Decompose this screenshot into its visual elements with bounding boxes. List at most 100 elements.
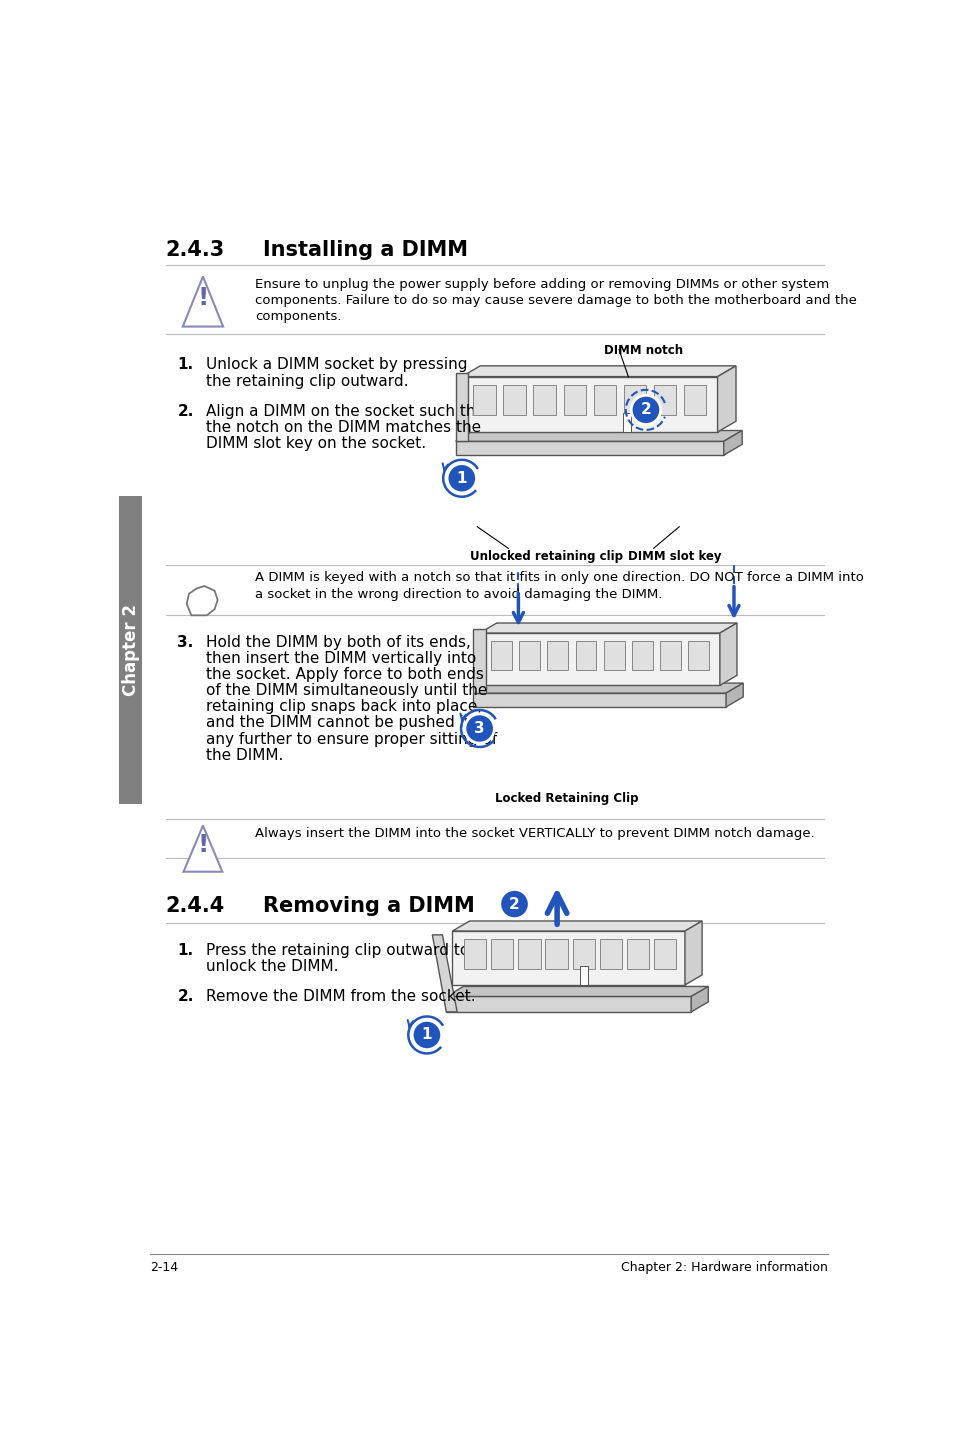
Polygon shape <box>456 441 723 456</box>
Text: 2.4.3: 2.4.3 <box>166 240 225 260</box>
Text: components. Failure to do so may cause severe damage to both the motherboard and: components. Failure to do so may cause s… <box>254 295 856 308</box>
Bar <box>599 939 621 969</box>
Text: 1: 1 <box>421 1028 432 1043</box>
Polygon shape <box>452 930 684 985</box>
Text: 2.4.4: 2.4.4 <box>166 896 225 916</box>
Bar <box>575 641 596 670</box>
Text: 2.: 2. <box>177 404 193 418</box>
Bar <box>563 385 585 416</box>
Circle shape <box>412 1021 441 1050</box>
Bar <box>603 641 624 670</box>
Text: Press the retaining clip outward to: Press the retaining clip outward to <box>206 942 469 958</box>
Polygon shape <box>479 633 720 686</box>
Bar <box>654 939 676 969</box>
Bar <box>579 966 587 985</box>
Polygon shape <box>446 986 707 997</box>
Text: DIMM slot key: DIMM slot key <box>627 549 720 562</box>
Bar <box>626 939 648 969</box>
Text: Unlock a DIMM socket by pressing: Unlock a DIMM socket by pressing <box>206 358 467 372</box>
Text: Ensure to unplug the power supply before adding or removing DIMMs or other syste: Ensure to unplug the power supply before… <box>254 278 828 290</box>
Bar <box>593 385 616 416</box>
Polygon shape <box>473 683 742 693</box>
Bar <box>491 939 513 969</box>
Bar <box>572 939 595 969</box>
Text: Hold the DIMM by both of its ends,: Hold the DIMM by both of its ends, <box>206 634 471 650</box>
Text: then insert the DIMM vertically into: then insert the DIMM vertically into <box>206 651 476 666</box>
Polygon shape <box>456 430 741 441</box>
Bar <box>623 385 645 416</box>
Text: 2: 2 <box>639 403 651 417</box>
Bar <box>517 939 540 969</box>
Polygon shape <box>684 920 701 985</box>
Text: the DIMM.: the DIMM. <box>206 748 283 762</box>
Bar <box>653 385 676 416</box>
Circle shape <box>499 890 529 919</box>
Polygon shape <box>446 997 691 1012</box>
Text: Chapter 2: Hardware information: Chapter 2: Hardware information <box>620 1261 827 1274</box>
Bar <box>631 641 652 670</box>
Text: Removing a DIMM: Removing a DIMM <box>262 896 474 916</box>
Text: DIMM notch: DIMM notch <box>603 344 682 357</box>
Polygon shape <box>725 683 742 707</box>
Text: and the DIMM cannot be pushed in: and the DIMM cannot be pushed in <box>206 716 473 731</box>
Text: 1.: 1. <box>177 358 193 372</box>
Text: Chapter 2: Chapter 2 <box>122 604 140 696</box>
Bar <box>622 413 630 431</box>
Text: of the DIMM simultaneously until the: of the DIMM simultaneously until the <box>206 683 487 697</box>
Polygon shape <box>452 920 701 930</box>
Polygon shape <box>717 365 735 431</box>
Polygon shape <box>461 365 735 377</box>
Text: 2.: 2. <box>177 989 193 1004</box>
Text: the socket. Apply force to both ends: the socket. Apply force to both ends <box>206 667 483 682</box>
Bar <box>687 641 708 670</box>
Bar <box>545 939 567 969</box>
Text: Align a DIMM on the socket such that: Align a DIMM on the socket such that <box>206 404 491 418</box>
Text: the retaining clip outward.: the retaining clip outward. <box>206 374 408 388</box>
Polygon shape <box>432 935 456 1012</box>
Text: Unlocked retaining clip: Unlocked retaining clip <box>469 549 622 562</box>
Text: 3: 3 <box>474 720 484 736</box>
Text: A DIMM is keyed with a notch so that it fits in only one direction. DO NOT force: A DIMM is keyed with a notch so that it … <box>254 571 862 584</box>
Polygon shape <box>456 372 468 441</box>
Bar <box>683 385 705 416</box>
Text: any further to ensure proper sitting of: any further to ensure proper sitting of <box>206 732 497 746</box>
Polygon shape <box>691 986 707 1012</box>
Text: Installing a DIMM: Installing a DIMM <box>262 240 467 260</box>
Text: Remove the DIMM from the socket.: Remove the DIMM from the socket. <box>206 989 476 1004</box>
Polygon shape <box>473 693 725 707</box>
Text: a socket in the wrong direction to avoid damaging the DIMM.: a socket in the wrong direction to avoid… <box>254 588 661 601</box>
Polygon shape <box>720 623 737 686</box>
Bar <box>491 641 512 670</box>
Bar <box>119 496 142 804</box>
Text: !: ! <box>197 286 209 309</box>
Polygon shape <box>187 587 217 615</box>
Text: components.: components. <box>254 311 341 324</box>
Text: unlock the DIMM.: unlock the DIMM. <box>206 959 338 974</box>
Polygon shape <box>723 430 741 456</box>
Bar <box>464 939 486 969</box>
Text: Locked Retaining Clip: Locked Retaining Clip <box>495 792 638 805</box>
Bar <box>503 385 525 416</box>
Polygon shape <box>473 630 485 693</box>
Bar <box>659 641 680 670</box>
Text: !: ! <box>197 833 209 857</box>
Polygon shape <box>461 377 717 431</box>
Circle shape <box>631 395 660 424</box>
Polygon shape <box>183 276 223 326</box>
Bar <box>518 641 539 670</box>
Text: Always insert the DIMM into the socket VERTICALLY to prevent DIMM notch damage.: Always insert the DIMM into the socket V… <box>254 827 814 840</box>
Text: the notch on the DIMM matches the: the notch on the DIMM matches the <box>206 420 480 434</box>
Text: 1.: 1. <box>177 942 193 958</box>
Text: retaining clip snaps back into place,: retaining clip snaps back into place, <box>206 699 482 715</box>
Text: 1: 1 <box>456 470 467 486</box>
Circle shape <box>464 713 494 743</box>
Bar <box>533 385 556 416</box>
Text: 2-14: 2-14 <box>150 1261 178 1274</box>
Bar <box>547 641 568 670</box>
Polygon shape <box>479 623 737 633</box>
Bar <box>473 385 496 416</box>
Text: DIMM slot key on the socket.: DIMM slot key on the socket. <box>206 436 426 452</box>
Text: 3.: 3. <box>177 634 193 650</box>
Text: 2: 2 <box>509 896 519 912</box>
Circle shape <box>447 463 476 493</box>
